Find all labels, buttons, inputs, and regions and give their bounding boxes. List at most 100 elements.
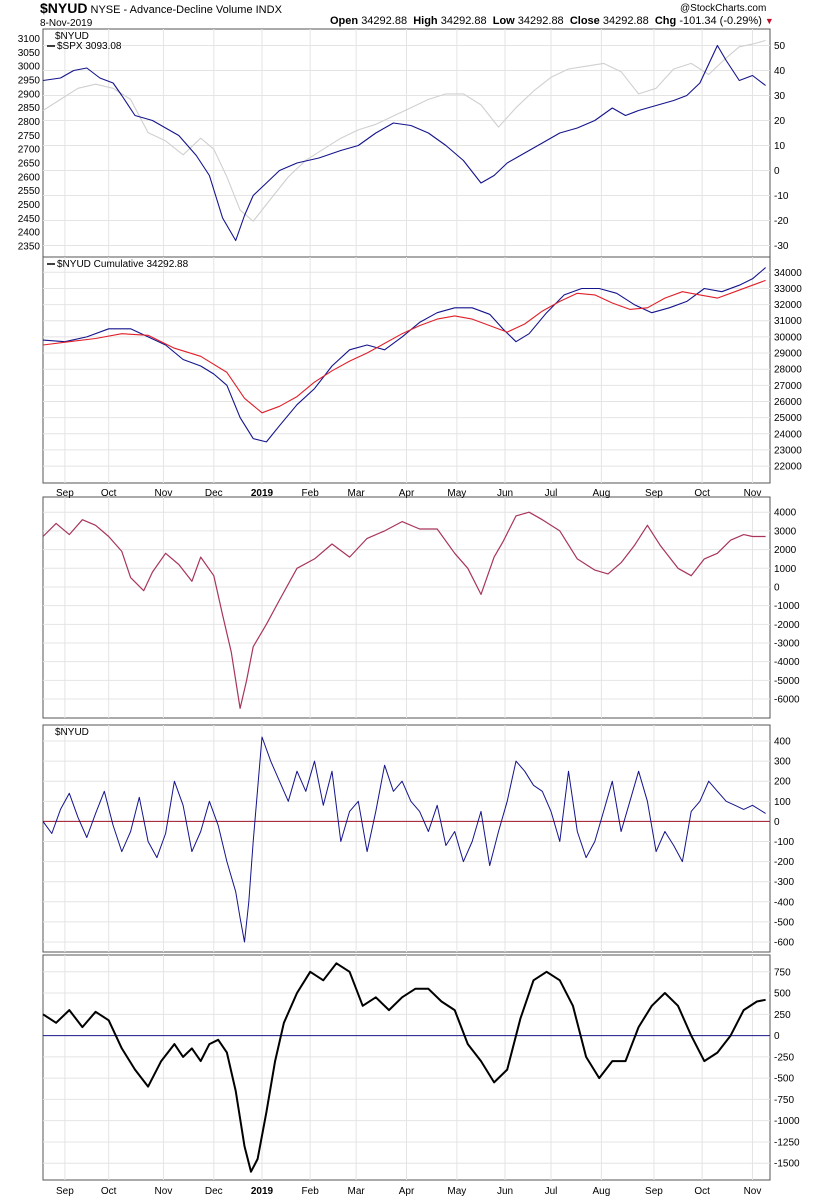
y-tick-label: -1500 bbox=[774, 1159, 800, 1170]
x-tick-label: May bbox=[447, 488, 466, 499]
x-tick-label: Nov bbox=[155, 488, 173, 499]
right-axis: -6000 -5000 -4000 -3000 -2000 -1000 0 1000 2000 3… bbox=[774, 508, 800, 706]
y-tick-label: 24000 bbox=[774, 429, 802, 440]
spx-line bbox=[42, 39, 766, 222]
x-tick-label: Dec bbox=[205, 488, 223, 499]
y-tick-label: 30000 bbox=[774, 332, 802, 343]
open-label: Open bbox=[330, 15, 359, 27]
y-left-tick-label: 3100 bbox=[18, 34, 41, 45]
y-tick-label: 400 bbox=[774, 737, 791, 748]
y-left-tick-label: 2650 bbox=[18, 159, 41, 170]
y-tick-label: 4000 bbox=[774, 508, 797, 519]
chg-label: Chg bbox=[654, 15, 677, 27]
y-tick-label: 0 bbox=[774, 582, 780, 593]
x-tick-label: Apr bbox=[399, 1186, 415, 1197]
y-tick-label: 0 bbox=[774, 1031, 780, 1042]
close-value: 34292.88 bbox=[602, 15, 649, 27]
x-tick-label: Oct bbox=[694, 1186, 710, 1197]
y-tick-label: 22000 bbox=[774, 462, 802, 473]
y-left-tick-label: 2500 bbox=[18, 200, 41, 211]
y-tick-label: -1000 bbox=[774, 601, 800, 612]
oscillator-line bbox=[42, 511, 766, 709]
right-axis: 22000 23000 24000 25000 26000 27000 28000 29000… bbox=[774, 268, 802, 473]
y-left-tick-label: 2850 bbox=[18, 103, 41, 114]
x-tick-label: Jun bbox=[497, 488, 513, 499]
panel-3: -6000 -5000 -4000 -3000 -2000 -1000 0 1000 2000 3… bbox=[42, 496, 800, 719]
low-label: Low bbox=[492, 15, 515, 27]
x-tick-label: Jun bbox=[497, 1186, 513, 1197]
smoothed-oscillator-line bbox=[42, 962, 766, 1173]
legend-entry: $NYUD bbox=[55, 31, 89, 42]
x-tick-label: Sep bbox=[56, 1186, 74, 1197]
x-axis-1: Sep Oct Nov Dec 2019 Feb Mar Apr May Jun Jul Aug Sep… bbox=[56, 488, 761, 499]
y-tick-label: 28000 bbox=[774, 365, 802, 376]
y-left-tick-label: 2450 bbox=[18, 214, 41, 225]
y-tick-label: -500 bbox=[774, 917, 794, 928]
y-tick-label: -6000 bbox=[774, 695, 800, 706]
right-axis: -600 -500 -400 -300 -200 -100 0 100 200 300 400 bbox=[774, 737, 794, 949]
legend-entry: $NYUD bbox=[55, 727, 89, 738]
moving-average-line bbox=[42, 279, 766, 414]
y-tick-label: -500 bbox=[774, 1074, 794, 1085]
x-tick-label: Sep bbox=[645, 1186, 663, 1197]
x-tick-label: Oct bbox=[101, 1186, 117, 1197]
y-left-tick-label: 2550 bbox=[18, 186, 41, 197]
x-tick-label: Jul bbox=[545, 488, 558, 499]
x-tick-label: Sep bbox=[645, 488, 663, 499]
y-tick-label: 20 bbox=[774, 116, 786, 127]
y-tick-label: -1250 bbox=[774, 1137, 800, 1148]
x-tick-label: Feb bbox=[302, 1186, 320, 1197]
symbol: $NYUD bbox=[40, 0, 88, 16]
y-left-tick-label: 2700 bbox=[18, 145, 41, 156]
y-left-tick-label: 2400 bbox=[18, 228, 41, 239]
y-tick-label: -3000 bbox=[774, 639, 800, 650]
y-tick-label: 33000 bbox=[774, 284, 802, 295]
right-axis: -1500 -1250 -1000 -750 -500 -250 0 250 500 750 bbox=[774, 967, 800, 1169]
y-tick-label: 0 bbox=[774, 817, 780, 828]
y-tick-label: 23000 bbox=[774, 445, 802, 456]
index-label: INDX bbox=[255, 4, 282, 16]
y-left-tick-label: 2800 bbox=[18, 117, 41, 128]
triangle-down-icon: ▼ bbox=[764, 16, 774, 26]
y-tick-label: 250 bbox=[774, 1010, 791, 1021]
ohlc-readout: Open 34292.88 High 34292.88 Low 34292.88… bbox=[330, 15, 774, 28]
panel-5: -1500 -1250 -1000 -750 -500 -250 0 250 500 750 bbox=[42, 954, 800, 1181]
y-tick-label: 27000 bbox=[774, 381, 802, 392]
y-tick-label: 3000 bbox=[774, 526, 797, 537]
x-tick-label: Aug bbox=[592, 488, 610, 499]
legend: $NYUD bbox=[55, 727, 89, 738]
x-tick-label: Apr bbox=[399, 488, 415, 499]
y-tick-label: 10 bbox=[774, 141, 786, 152]
legend: $NYUD Cumulative 34292.88 bbox=[47, 259, 189, 270]
high-value: 34292.88 bbox=[440, 15, 487, 27]
legend-entry: $SPX 3093.08 bbox=[57, 41, 122, 52]
y-tick-label: 300 bbox=[774, 757, 791, 768]
y-tick-label: 40 bbox=[774, 66, 786, 77]
y-tick-label: -200 bbox=[774, 857, 794, 868]
x-tick-label: 2019 bbox=[251, 1186, 274, 1197]
legend-entry: $NYUD Cumulative 34292.88 bbox=[57, 259, 189, 270]
y-tick-label: 0 bbox=[774, 166, 780, 177]
panel-4: -600 -500 -400 -300 -200 -100 0 100 200 300 400 $NY… bbox=[42, 724, 794, 953]
y-tick-label: 750 bbox=[774, 967, 791, 978]
y-tick-label: -750 bbox=[774, 1095, 794, 1106]
right-axis: -30 -20 -10 0 10 20 30 40 50 bbox=[774, 41, 789, 252]
y-left-tick-label: 2950 bbox=[18, 76, 41, 87]
y-tick-label: 26000 bbox=[774, 397, 802, 408]
y-left-tick-label: 2600 bbox=[18, 172, 41, 183]
y-tick-label: -100 bbox=[774, 837, 794, 848]
y-tick-label: -10 bbox=[774, 191, 789, 202]
y-tick-label: 2000 bbox=[774, 545, 797, 556]
y-tick-label: -1000 bbox=[774, 1116, 800, 1127]
panel-1: -30 -20 -10 0 10 20 30 40 50 2350 2400 2450 2500 2550… bbox=[18, 28, 789, 258]
x-tick-label: Jul bbox=[545, 1186, 558, 1197]
x-tick-label: Aug bbox=[592, 1186, 610, 1197]
x-tick-label: Nov bbox=[744, 488, 762, 499]
y-tick-label: -20 bbox=[774, 216, 789, 227]
y-left-tick-label: 2750 bbox=[18, 131, 41, 142]
y-tick-label: -600 bbox=[774, 937, 794, 948]
y-tick-label: 25000 bbox=[774, 413, 802, 424]
chg-value: -101.34 (-0.29%) bbox=[679, 15, 762, 27]
x-tick-label: Oct bbox=[694, 488, 710, 499]
